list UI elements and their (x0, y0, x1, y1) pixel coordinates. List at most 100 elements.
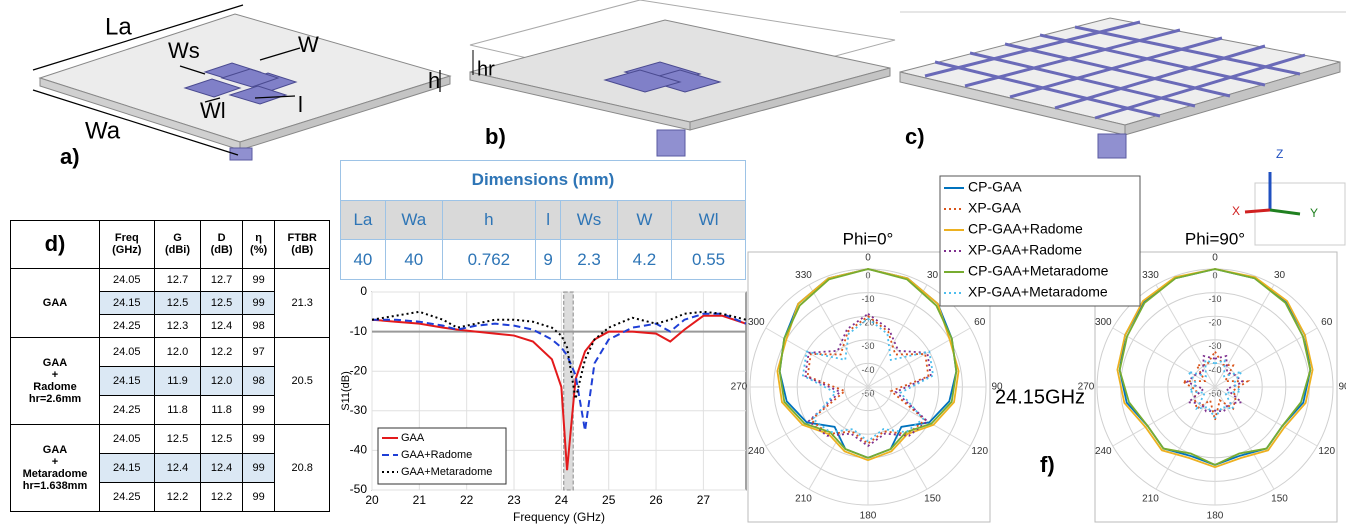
dimension-label: h (428, 68, 440, 93)
header-text: (dBi) (155, 244, 201, 256)
theta-tick-label: 0 (1212, 253, 1218, 264)
corner-cell: d) (11, 221, 100, 269)
frequency-note: 24.15GHz (995, 386, 1085, 408)
data-cell: 12.5 (154, 425, 201, 454)
legend: CP-GAAXP-GAACP-GAA+RadomeXP-GAA+RadomeCP… (940, 176, 1140, 306)
header-text: G (155, 232, 201, 244)
group-text: hr=1.638mm (11, 480, 99, 492)
header-cell: La (341, 200, 386, 240)
dimensions-table: Dimensions (mm)LaWahlWsWWl40400.76292.34… (340, 160, 746, 280)
panel-label: b) (485, 124, 506, 149)
group-cell: GAA+Metaradomehr=1.638mm (11, 425, 100, 512)
header-cell: Wl (672, 200, 746, 240)
x-axis-label: Frequency (GHz) (513, 510, 605, 524)
header-cell: FTBR(dB) (275, 221, 330, 269)
x-tick-label: 20 (365, 493, 379, 507)
data-cell: 99 (242, 454, 275, 483)
y-tick-label: 0 (360, 284, 367, 298)
data-cell: 11.9 (154, 367, 201, 396)
data-cell: 99 (242, 291, 275, 314)
metaradome-drawing (900, 12, 1346, 158)
data-cell: 98 (242, 315, 275, 338)
header-cell: Ws (561, 200, 617, 240)
header-cell: G(dBi) (154, 221, 201, 269)
data-cell: 12.7 (201, 268, 242, 291)
theta-tick-label: 210 (795, 493, 812, 504)
y-tick-label: -40 (350, 443, 368, 457)
header-cell: Wa (385, 200, 442, 240)
theta-tick-label: 300 (1095, 317, 1112, 328)
header-text: (dB) (201, 244, 241, 256)
header-text: η (243, 232, 275, 244)
header-text: (%) (243, 244, 275, 256)
data-cell: 12.4 (201, 315, 242, 338)
data-row: GAA+Metaradomehr=1.638mm24.0512.512.5992… (11, 425, 330, 454)
header-cell: η(%) (242, 221, 275, 269)
theta-tick-label: 330 (1142, 270, 1159, 281)
data-row: GAA24.0512.712.79921.3 (11, 268, 330, 291)
theta-tick-label: 90 (991, 382, 1003, 393)
theta-tick-label: 240 (1095, 446, 1112, 457)
theta-tick-label: 330 (795, 270, 812, 281)
data-cell: 24.25 (100, 315, 155, 338)
x-tick-label: 26 (649, 493, 663, 507)
theta-tick-label: 60 (974, 317, 986, 328)
theta-tick-label: 180 (1207, 511, 1224, 522)
data-cell: 12.0 (201, 367, 242, 396)
dimension-label: La (105, 13, 132, 40)
data-cell: 11.8 (154, 396, 201, 425)
title-row: Dimensions (mm) (341, 161, 746, 201)
theta-tick-label: 60 (1321, 317, 1333, 328)
data-cell: 12.5 (201, 425, 242, 454)
table-title: Dimensions (mm) (341, 161, 746, 201)
panel-label: a) (60, 144, 80, 169)
header-cell: W (617, 200, 671, 240)
group-text: hr=2.6mm (11, 393, 99, 405)
header-text: (GHz) (100, 244, 154, 256)
legend-label: XP-GAA (968, 200, 1022, 216)
legend-label: CP-GAA+Radome (968, 221, 1083, 237)
legend-label: GAA+Metaradome (401, 466, 492, 478)
data-cell: 24.05 (100, 425, 155, 454)
legend-label: GAA (401, 432, 425, 444)
header-cell: Freq(GHz) (100, 221, 155, 269)
data-cell: 98 (242, 367, 275, 396)
header-cell: h (442, 200, 535, 240)
dimension-label: l (298, 92, 303, 117)
theta-tick-label: 120 (971, 446, 988, 457)
data-cell: 12.2 (154, 482, 201, 511)
value-cell: 4.2 (617, 240, 671, 280)
data-cell: 12.2 (201, 338, 242, 367)
group-text: Metaradome (11, 468, 99, 480)
page: La Ws W h Wa Wl l a) hr b) c) Z X Y e (0, 0, 1346, 529)
chart-title: Phi=0° (843, 229, 894, 248)
data-cell: 99 (242, 268, 275, 291)
data-cell: 12.4 (201, 454, 242, 483)
x-tick-label: 22 (460, 493, 474, 507)
header-text: FTBR (275, 232, 329, 244)
header-cell: l (535, 200, 560, 240)
dimension-label: Wl (200, 98, 226, 123)
legend-label: CP-GAA (968, 179, 1022, 195)
data-cell: 99 (242, 425, 275, 454)
theta-tick-label: 240 (748, 446, 765, 457)
dimension-label: hr (477, 58, 495, 80)
header-text: Freq (100, 232, 154, 244)
data-cell: 24.05 (100, 268, 155, 291)
theta-tick-label: 300 (748, 317, 765, 328)
header-text: (dB) (275, 244, 329, 256)
dimension-label: Ws (168, 38, 200, 63)
y-axis-label: S11(dB) (340, 371, 352, 411)
value-cell: 0.762 (442, 240, 535, 280)
value-cell: 0.55 (672, 240, 746, 280)
ftbr-cell: 20.8 (275, 425, 330, 512)
y-tick-label: -10 (350, 324, 368, 338)
theta-tick-label: 270 (731, 382, 748, 393)
dimension-label: Wa (85, 117, 121, 144)
theta-tick-label: 270 (1078, 382, 1095, 393)
header-text: D (201, 232, 241, 244)
ftbr-cell: 21.3 (275, 268, 330, 337)
data-cell: 97 (242, 338, 275, 367)
